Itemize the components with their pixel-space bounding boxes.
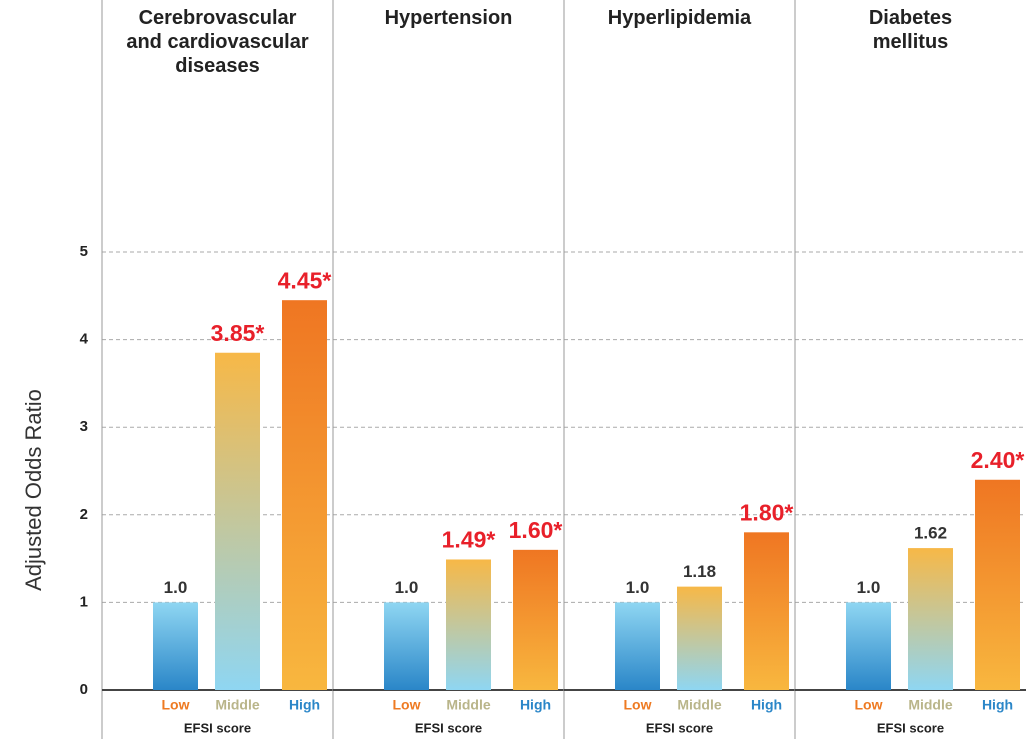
x-axis-label: EFSI score: [646, 720, 713, 735]
bar: [513, 550, 558, 690]
value-label: 1.62: [914, 524, 947, 543]
panel-title: Hyperlipidemia: [564, 6, 795, 30]
x-tick-label: Low: [393, 697, 421, 713]
value-label: 1.0: [395, 578, 419, 597]
y-axis-label: Adjusted Odds Ratio: [21, 389, 46, 591]
x-tick-label: Low: [624, 697, 652, 713]
y-tick-label: 1: [80, 593, 88, 610]
panel-title: Cerebrovascular and cardiovascular disea…: [102, 6, 333, 78]
x-axis-label: EFSI score: [877, 720, 944, 735]
x-tick-label: High: [751, 697, 782, 713]
bar: [846, 602, 891, 690]
y-tick-label: 0: [80, 681, 88, 698]
x-tick-label: Middle: [677, 697, 722, 713]
value-label: 1.80*: [740, 499, 794, 525]
x-tick-label: High: [520, 697, 551, 713]
value-label: 1.0: [164, 578, 188, 597]
x-tick-label: Middle: [215, 697, 260, 713]
bar: [744, 532, 789, 690]
x-axis-label: EFSI score: [415, 720, 482, 735]
x-tick-label: Low: [855, 697, 883, 713]
value-label: 1.0: [626, 578, 650, 597]
value-label: 1.49*: [442, 527, 496, 553]
bar: [908, 548, 953, 690]
y-tick-label: 5: [80, 243, 88, 260]
value-label: 2.40*: [971, 447, 1025, 473]
value-label: 1.18: [683, 562, 716, 581]
bar: [975, 480, 1020, 690]
bar: [215, 353, 260, 690]
y-tick-label: 3: [80, 418, 88, 435]
value-label: 4.45*: [278, 267, 332, 293]
value-label: 3.85*: [211, 320, 265, 346]
y-tick-label: 4: [80, 331, 89, 348]
panel-title: Hypertension: [333, 6, 564, 30]
bar: [446, 559, 491, 690]
x-tick-label: High: [982, 697, 1013, 713]
bar: [615, 602, 660, 690]
panel-title: Diabetes mellitus: [795, 6, 1026, 54]
value-label: 1.0: [857, 578, 881, 597]
x-axis-label: EFSI score: [184, 720, 251, 735]
page: {"chart_data":[ {"type":"bar","title":"C…: [0, 0, 1026, 739]
bar: [282, 300, 327, 690]
y-tick-label: 2: [80, 506, 88, 523]
chart: 0 1 2 3 4 5 Adjusted Odds Ratio 1.0 Low 3.85* Midd…: [0, 0, 1026, 739]
value-label: 1.60*: [509, 517, 563, 543]
x-tick-label: Low: [162, 697, 190, 713]
x-tick-label: Middle: [908, 697, 953, 713]
x-tick-label: High: [289, 697, 320, 713]
bar: [384, 602, 429, 690]
bar: [153, 602, 198, 690]
x-tick-label: Middle: [446, 697, 491, 713]
bar: [677, 587, 722, 690]
